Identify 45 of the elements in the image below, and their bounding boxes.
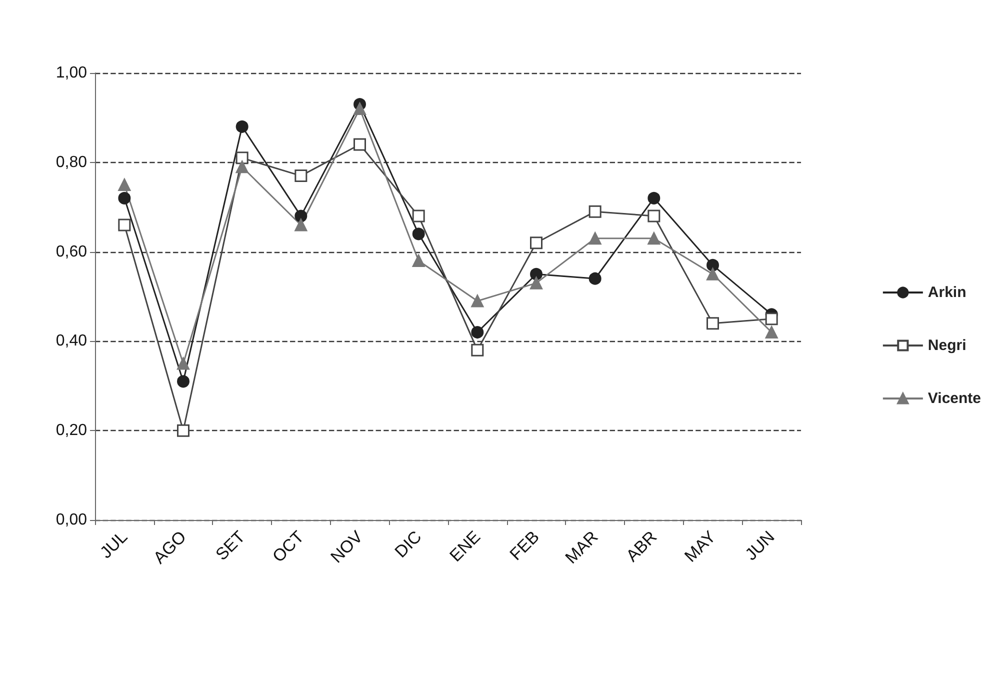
point [236, 120, 248, 133]
point [471, 294, 484, 308]
point [294, 218, 308, 232]
y-tick-label: 1,00 [56, 64, 88, 82]
point [588, 205, 602, 218]
point [294, 170, 308, 182]
point [588, 272, 602, 285]
point [412, 254, 425, 267]
point [648, 192, 660, 204]
point [765, 326, 778, 339]
y-tick-label: 0,20 [56, 422, 88, 440]
x-tick-label: JUL [96, 527, 132, 562]
point [530, 268, 542, 280]
point [294, 210, 308, 222]
point [530, 276, 542, 290]
point [706, 268, 719, 280]
point [471, 344, 484, 356]
legend-label: Arkin [928, 284, 966, 301]
y-tick-label: 0,60 [56, 243, 88, 260]
point [588, 232, 602, 245]
point [354, 102, 366, 116]
y-tick-label: 0,40 [56, 332, 88, 350]
y-tick-label: 0,80 [56, 154, 88, 171]
point [118, 192, 131, 204]
point [412, 210, 425, 222]
point [412, 228, 425, 240]
point [177, 375, 190, 388]
point [354, 138, 366, 151]
x-tick-label: DIC [391, 527, 426, 562]
point [236, 160, 248, 174]
point [471, 326, 484, 339]
point [118, 218, 131, 232]
point [648, 232, 660, 245]
point [706, 317, 719, 330]
point [236, 152, 248, 164]
y-tick-label: 0,00 [56, 512, 88, 528]
point [648, 210, 660, 222]
point [530, 236, 542, 250]
point [706, 258, 719, 272]
point [177, 424, 190, 437]
legend-label: Vicente [928, 390, 982, 407]
legend-label: Negri [928, 337, 966, 354]
point [177, 357, 190, 370]
point [118, 178, 131, 191]
point [765, 312, 778, 326]
